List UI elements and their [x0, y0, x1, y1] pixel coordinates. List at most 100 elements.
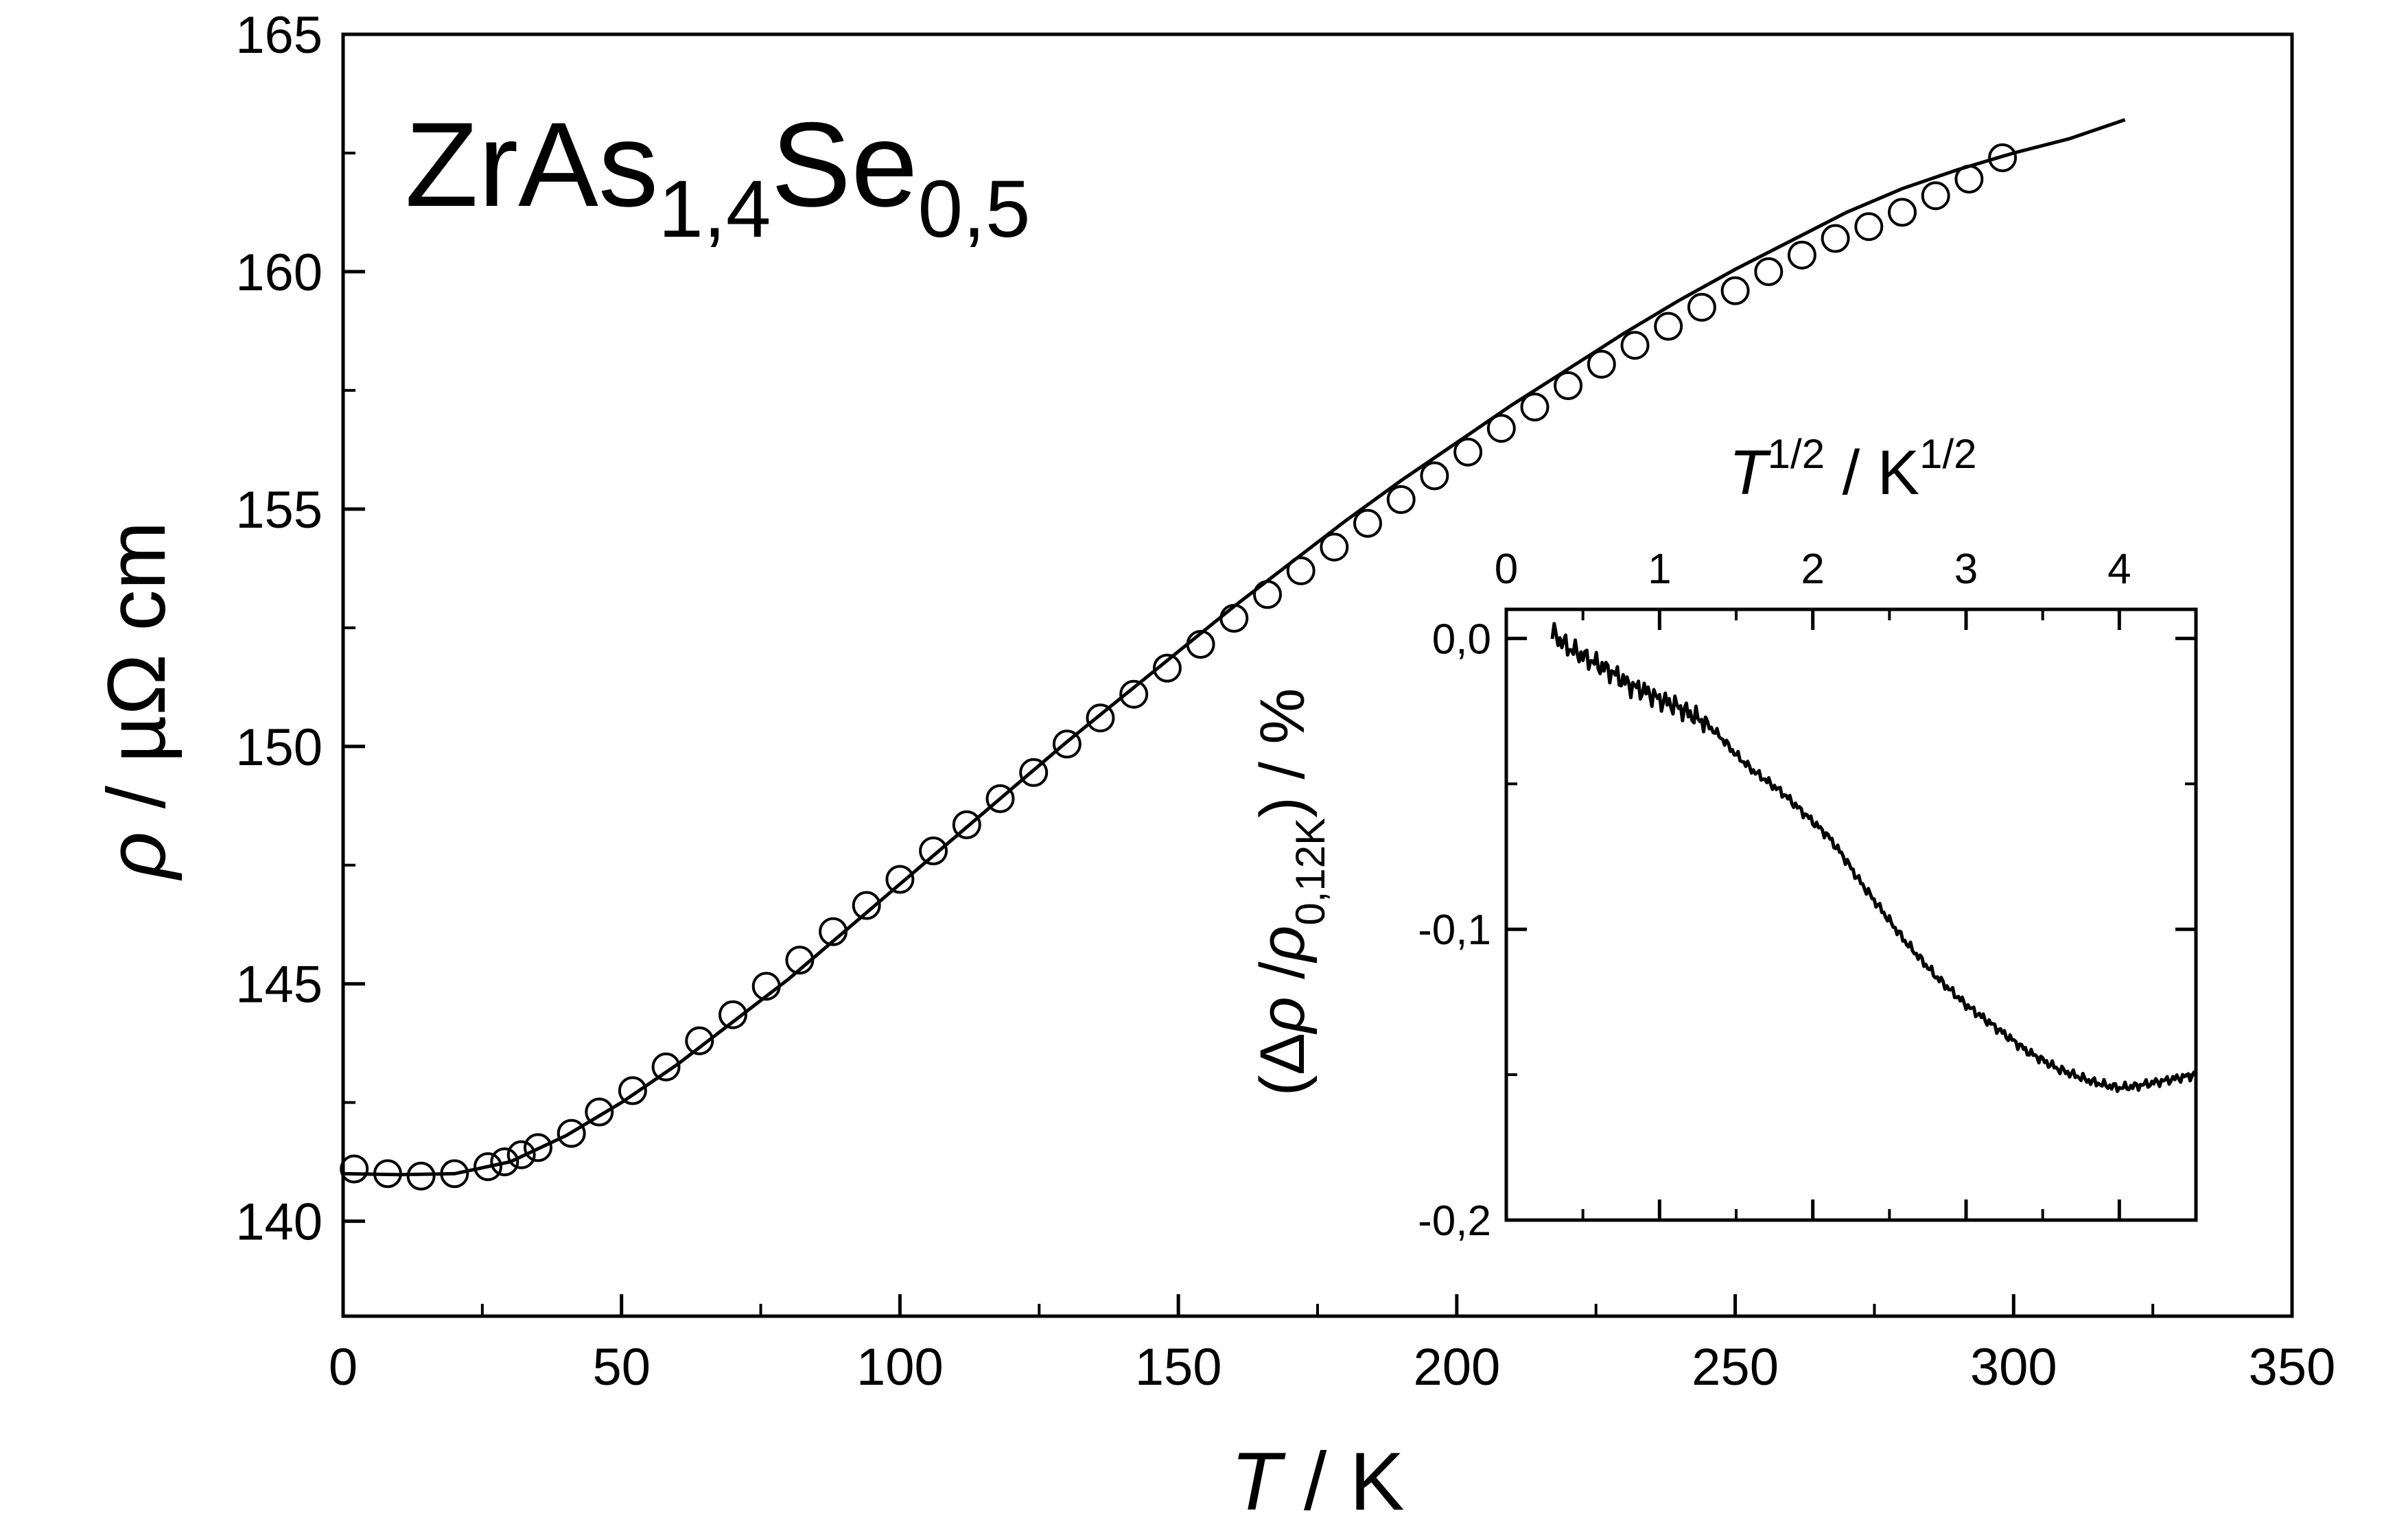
- data-point: [585, 1097, 614, 1127]
- main-x-tick-label: 250: [1692, 1338, 1779, 1396]
- data-point: [1888, 198, 1917, 227]
- formula-base-2: Se: [771, 98, 917, 232]
- data-point: [1554, 371, 1583, 400]
- data-point: [524, 1133, 552, 1162]
- data-point: [1420, 461, 1449, 491]
- main-x-tick-label: 0: [329, 1338, 358, 1396]
- data-point: [1386, 485, 1416, 514]
- main-x-tick-label: 300: [1970, 1338, 2057, 1396]
- data-point: [1320, 533, 1349, 562]
- data-point: [1754, 257, 1784, 286]
- data-point: [1152, 653, 1182, 683]
- data-point: [474, 1152, 502, 1182]
- data-point: [557, 1119, 586, 1148]
- data-point: [1654, 312, 1683, 341]
- data-point: [1954, 165, 1984, 194]
- data-point: [1119, 679, 1149, 709]
- data-point: [1821, 224, 1850, 253]
- inset-y-title-rho-2: ρ: [1248, 926, 1318, 964]
- data-point: [1219, 604, 1249, 633]
- data-point: [952, 810, 981, 839]
- data-point: [1720, 276, 1750, 305]
- data-point: [618, 1076, 647, 1105]
- main-y-tick-label: 140: [235, 1193, 323, 1252]
- data-point: [819, 917, 848, 946]
- inset-x-tick-label: 2: [1801, 546, 1824, 593]
- main-y-tick-label: 160: [235, 244, 323, 302]
- inset-curve: [1550, 622, 2198, 1093]
- main-x-tick-label: 350: [2249, 1338, 2336, 1396]
- data-point: [1921, 181, 1950, 211]
- inset-x-title-symbol: T: [1729, 438, 1771, 508]
- main-y-tick-label: 145: [235, 956, 323, 1014]
- inset-x-axis-title: T1/2 / K1/2: [1729, 431, 1976, 508]
- main-x-tick-label: 100: [856, 1338, 944, 1396]
- main-x-title-unit: / K: [1281, 1436, 1405, 1528]
- data-point: [1520, 393, 1550, 422]
- data-point: [919, 836, 948, 865]
- main-y-axis-title: ρ / µΩ cm: [91, 522, 183, 881]
- data-point: [1353, 508, 1382, 538]
- data-point: [440, 1159, 469, 1189]
- data-point: [1253, 580, 1282, 609]
- data-point: [1687, 292, 1716, 322]
- data-point: [718, 1000, 747, 1029]
- main-y-tick-label: 165: [235, 6, 323, 65]
- data-point: [490, 1147, 519, 1177]
- data-point: [1620, 331, 1650, 360]
- data-point: [506, 1140, 536, 1169]
- inset-y-tick-label: -0,2: [1418, 1197, 1491, 1245]
- data-point: [785, 946, 815, 975]
- inset-y-tick-label: -0,1: [1418, 906, 1491, 954]
- data-point: [406, 1161, 436, 1191]
- data-point: [373, 1159, 402, 1189]
- inset-x-title-unit: / K: [1825, 438, 1919, 508]
- main-x-title-symbol: T: [1230, 1436, 1286, 1528]
- data-point: [651, 1052, 681, 1081]
- data-point: [885, 865, 915, 894]
- inset-x-title-sup-2: 1/2: [1919, 431, 1976, 477]
- data-point: [1086, 703, 1115, 733]
- main-x-axis-title: T / K: [1230, 1436, 1404, 1528]
- inset-y-title-rho-1: ρ: [1248, 996, 1318, 1035]
- data-point: [751, 972, 781, 1001]
- data-point: [1988, 143, 2018, 172]
- data-point: [1186, 630, 1215, 659]
- inset-plot-frame: [1504, 607, 2198, 1222]
- data-point: [1787, 240, 1816, 270]
- main-x-tick-label: 150: [1135, 1338, 1222, 1396]
- main-y-tick-label: 150: [235, 718, 323, 777]
- data-point: [985, 784, 1015, 813]
- formula-base-1: ZrAs: [405, 98, 658, 232]
- inset-x-tick-label: 0: [1495, 546, 1518, 593]
- inset-y-axis-title: (Δρ /ρ0,12K) / %: [1248, 688, 1333, 1097]
- data-point: [1587, 349, 1616, 379]
- data-point: [1453, 437, 1483, 467]
- data-point: [1854, 212, 1884, 242]
- data-point: [1486, 414, 1516, 443]
- main-y-title-unit: / µΩ cm: [91, 522, 183, 832]
- inset-x-title-sup-1: 1/2: [1768, 431, 1825, 477]
- data-point: [685, 1026, 714, 1055]
- formula-sub-1: 1,4: [658, 164, 771, 255]
- inset-x-tick-label: 4: [2107, 546, 2131, 593]
- inset-y-title-sub: 0,12K: [1287, 818, 1333, 926]
- data-point: [1286, 556, 1316, 585]
- sample-formula: ZrAs1,4Se0,5: [405, 98, 1031, 255]
- inset-y-tick-label: 0,0: [1432, 616, 1491, 663]
- main-x-tick-label: 50: [592, 1338, 651, 1396]
- inset-y-title-open: (Δ: [1248, 1033, 1318, 1096]
- main-y-title-symbol: ρ: [91, 832, 183, 881]
- inset-y-title-slash: /: [1248, 961, 1318, 997]
- inset-x-tick-label: 1: [1648, 546, 1671, 593]
- main-x-tick-label: 200: [1413, 1338, 1500, 1396]
- data-point: [1052, 729, 1082, 759]
- inset-y-title-close: ) / %: [1248, 688, 1318, 818]
- formula-sub-2: 0,5: [918, 164, 1031, 255]
- inset-x-tick-label: 3: [1954, 546, 1978, 593]
- data-point: [1019, 758, 1049, 787]
- main-y-tick-label: 155: [235, 481, 323, 539]
- data-point: [340, 1154, 369, 1184]
- data-point: [852, 891, 881, 920]
